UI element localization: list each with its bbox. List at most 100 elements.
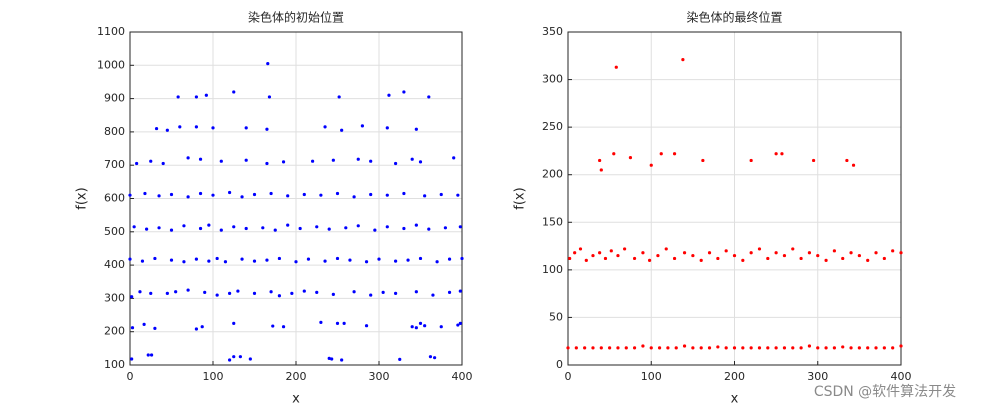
point — [267, 95, 272, 99]
point — [757, 247, 762, 251]
point — [566, 346, 570, 350]
point — [352, 195, 356, 199]
y-tick-label: 200 — [542, 168, 563, 181]
point — [824, 346, 828, 350]
point — [741, 258, 745, 262]
point — [841, 256, 845, 261]
chart-title: 染色体的最终位置 — [686, 10, 782, 25]
x-tick-label: 400 — [891, 370, 912, 383]
point — [135, 161, 139, 166]
point — [633, 256, 637, 261]
y-tick-label: 0 — [556, 358, 563, 371]
point — [410, 157, 414, 161]
y-tick-label: 200 — [104, 325, 125, 338]
y-tick-label: 150 — [542, 215, 563, 228]
point — [149, 159, 153, 163]
point — [672, 256, 677, 261]
point — [232, 90, 236, 94]
point — [323, 125, 327, 129]
point — [414, 290, 418, 294]
point — [656, 253, 660, 258]
watermark: CSDN @软件算法开发 — [814, 384, 956, 400]
point — [140, 259, 145, 263]
point — [149, 291, 153, 296]
point — [319, 320, 323, 324]
point — [271, 324, 275, 328]
point — [460, 256, 464, 261]
y-tick-label: 350 — [542, 25, 563, 38]
point — [186, 288, 190, 292]
point — [335, 256, 340, 261]
point — [628, 155, 633, 160]
point — [882, 256, 886, 261]
point — [356, 224, 360, 228]
point — [356, 157, 360, 161]
point — [647, 258, 652, 262]
point — [169, 228, 174, 232]
point — [782, 346, 787, 350]
point — [749, 251, 753, 255]
point — [207, 223, 211, 227]
point — [599, 168, 603, 172]
x-tick-label: 300 — [369, 370, 390, 383]
point — [402, 191, 406, 196]
point — [244, 126, 248, 130]
point — [458, 321, 462, 325]
point — [641, 251, 645, 255]
point — [427, 227, 431, 231]
point — [414, 127, 418, 131]
point — [327, 356, 331, 360]
point — [649, 346, 653, 350]
point — [369, 159, 373, 163]
point — [456, 323, 460, 327]
point — [841, 345, 845, 349]
point — [194, 327, 198, 331]
point — [816, 253, 820, 258]
point — [418, 256, 423, 261]
point — [315, 225, 319, 229]
point — [198, 191, 203, 196]
point — [352, 290, 356, 294]
point — [874, 251, 878, 255]
point — [319, 193, 323, 197]
point — [211, 193, 215, 197]
point — [204, 93, 208, 97]
point — [315, 290, 319, 295]
point — [277, 294, 281, 298]
point — [447, 257, 452, 261]
point — [701, 158, 705, 163]
point — [327, 227, 331, 231]
point — [286, 223, 290, 227]
point — [364, 260, 369, 264]
point — [252, 291, 257, 296]
point — [633, 346, 637, 350]
point — [439, 325, 443, 329]
point — [269, 290, 273, 294]
y-tick-label: 50 — [549, 310, 563, 323]
point — [431, 293, 435, 297]
point — [608, 346, 612, 350]
y-tick-label: 700 — [104, 158, 125, 171]
point — [331, 292, 335, 297]
point — [186, 156, 190, 160]
point — [641, 344, 645, 348]
point — [578, 247, 583, 251]
y-tick-label: 800 — [104, 125, 125, 138]
point — [418, 160, 423, 164]
point — [252, 192, 257, 197]
point — [749, 158, 753, 163]
point — [265, 161, 269, 166]
y-tick-label: 100 — [104, 358, 125, 371]
point — [161, 161, 165, 166]
point — [845, 158, 849, 163]
point — [603, 256, 608, 261]
point — [616, 253, 620, 258]
y-tick-label: 600 — [104, 192, 125, 205]
point — [385, 225, 389, 229]
point — [649, 163, 653, 167]
axes-box — [567, 31, 902, 366]
point — [203, 290, 207, 295]
point — [281, 325, 286, 329]
point — [200, 325, 204, 329]
point — [232, 225, 236, 229]
